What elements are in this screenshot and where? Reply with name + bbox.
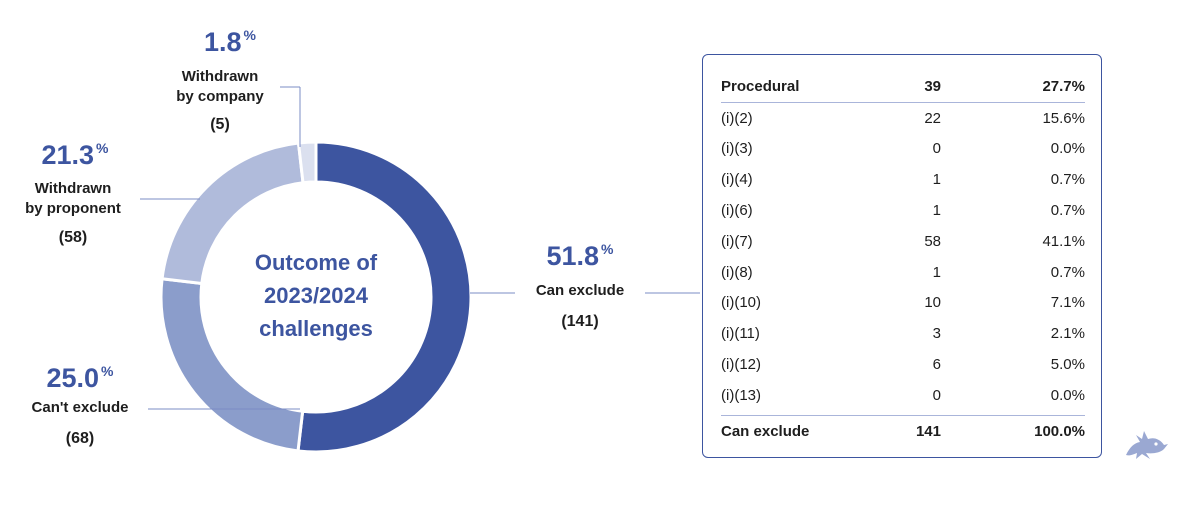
dragon-logo-icon <box>1126 431 1168 459</box>
slice-count-can-exclude: (141) <box>561 313 599 330</box>
slice-pct-withdrawn-company: 1.8% <box>204 27 256 57</box>
table-row: (i)(4) 1 0.7% <box>721 164 1085 195</box>
table-cell-count: 0 <box>932 140 941 158</box>
table-total-row: Can exclude 141 100.0% <box>721 414 1085 447</box>
table-row: (i)(2) 22 15.6% <box>721 103 1085 134</box>
table-cell-count: 3 <box>932 325 941 343</box>
table-cell-pct: 2.1% <box>1050 325 1085 343</box>
donut-slice <box>296 140 473 454</box>
table-cell-label: (i)(3) <box>721 140 753 158</box>
chart-center-title: Outcome of 2023/2024 challenges <box>254 250 378 341</box>
donut-slice <box>296 140 318 185</box>
table-cell-count: 58 <box>924 232 941 250</box>
table-header-count: 39 <box>924 77 941 95</box>
table-cell-label: (i)(6) <box>721 202 753 220</box>
table-cell-pct: 0.0% <box>1050 386 1085 404</box>
slice-pct-withdrawn-proponent: 21.3% <box>41 140 109 170</box>
table-cell-pct: 5.0% <box>1050 356 1085 374</box>
table-total-count: 141 <box>915 422 941 440</box>
table-cell-pct: 41.1% <box>1042 232 1085 250</box>
table-row: (i)(11) 3 2.1% <box>721 318 1085 349</box>
slice-label-cant-exclude: Can't exclude <box>31 399 129 416</box>
slice-count-withdrawn-proponent: (58) <box>58 229 88 246</box>
table-row: (i)(10) 10 7.1% <box>721 288 1085 319</box>
table-cell-pct: 0.7% <box>1050 171 1085 189</box>
table-total-label: Can exclude <box>721 422 810 440</box>
table-cell-count: 22 <box>924 109 941 127</box>
table-body: (i)(2) 22 15.6% (i)(3) 0 0.0% (i)(4) 1 0.7% (i)(6… <box>721 103 1085 411</box>
table-header-row: Procedural 39 27.7% <box>721 71 1085 103</box>
table-cell-label: (i)(12) <box>721 356 761 374</box>
slice-count-withdrawn-company: (5) <box>210 116 230 133</box>
breakdown-panel: Procedural 39 27.7% (i)(2) 22 15.6% (i)(3) 0… <box>702 54 1102 458</box>
breakdown-table: Procedural 39 27.7% (i)(2) 22 15.6% (i)(3) 0… <box>721 71 1085 447</box>
table-cell-label: (i)(7) <box>721 232 753 250</box>
table-row: (i)(7) 58 41.1% <box>721 226 1085 257</box>
table-row: (i)(12) 6 5.0% <box>721 349 1085 380</box>
table-cell-count: 1 <box>932 171 941 189</box>
table-cell-label: (i)(10) <box>721 294 761 312</box>
slice-pct-can-exclude: 51.8% <box>546 241 614 271</box>
table-header-label: Procedural <box>721 77 800 95</box>
table-cell-count: 1 <box>932 263 941 281</box>
table-cell-label: (i)(13) <box>721 386 761 404</box>
table-cell-label: (i)(2) <box>721 109 753 127</box>
slice-count-cant-exclude: (68) <box>65 430 95 447</box>
slice-label-can-exclude: Can exclude <box>535 282 625 299</box>
slice-pct-cant-exclude: 25.0% <box>46 363 114 393</box>
table-cell-pct: 0.0% <box>1050 140 1085 158</box>
table-cell-pct: 15.6% <box>1042 109 1085 127</box>
table-cell-pct: 0.7% <box>1050 263 1085 281</box>
table-cell-count: 1 <box>932 202 941 220</box>
table-cell-label: (i)(4) <box>721 171 753 189</box>
slice-label-withdrawn-proponent: Withdrawn by proponent <box>25 180 121 217</box>
table-row: (i)(6) 1 0.7% <box>721 195 1085 226</box>
table-row: (i)(3) 0 0.0% <box>721 134 1085 165</box>
table-row: (i)(8) 1 0.7% <box>721 257 1085 288</box>
table-cell-label: (i)(11) <box>721 325 760 343</box>
table-cell-pct: 7.1% <box>1050 294 1085 312</box>
table-cell-count: 0 <box>932 386 941 404</box>
table-cell-pct: 0.7% <box>1050 202 1085 220</box>
table-cell-count: 10 <box>924 294 941 312</box>
table-cell-count: 6 <box>932 356 941 374</box>
table-total-pct: 100.0% <box>1034 422 1085 440</box>
table-cell-label: (i)(8) <box>721 263 753 281</box>
table-row: (i)(13) 0 0.0% <box>721 380 1085 411</box>
slice-label-withdrawn-company: Withdrawn by company <box>176 68 264 105</box>
table-header-pct: 27.7% <box>1042 77 1085 95</box>
